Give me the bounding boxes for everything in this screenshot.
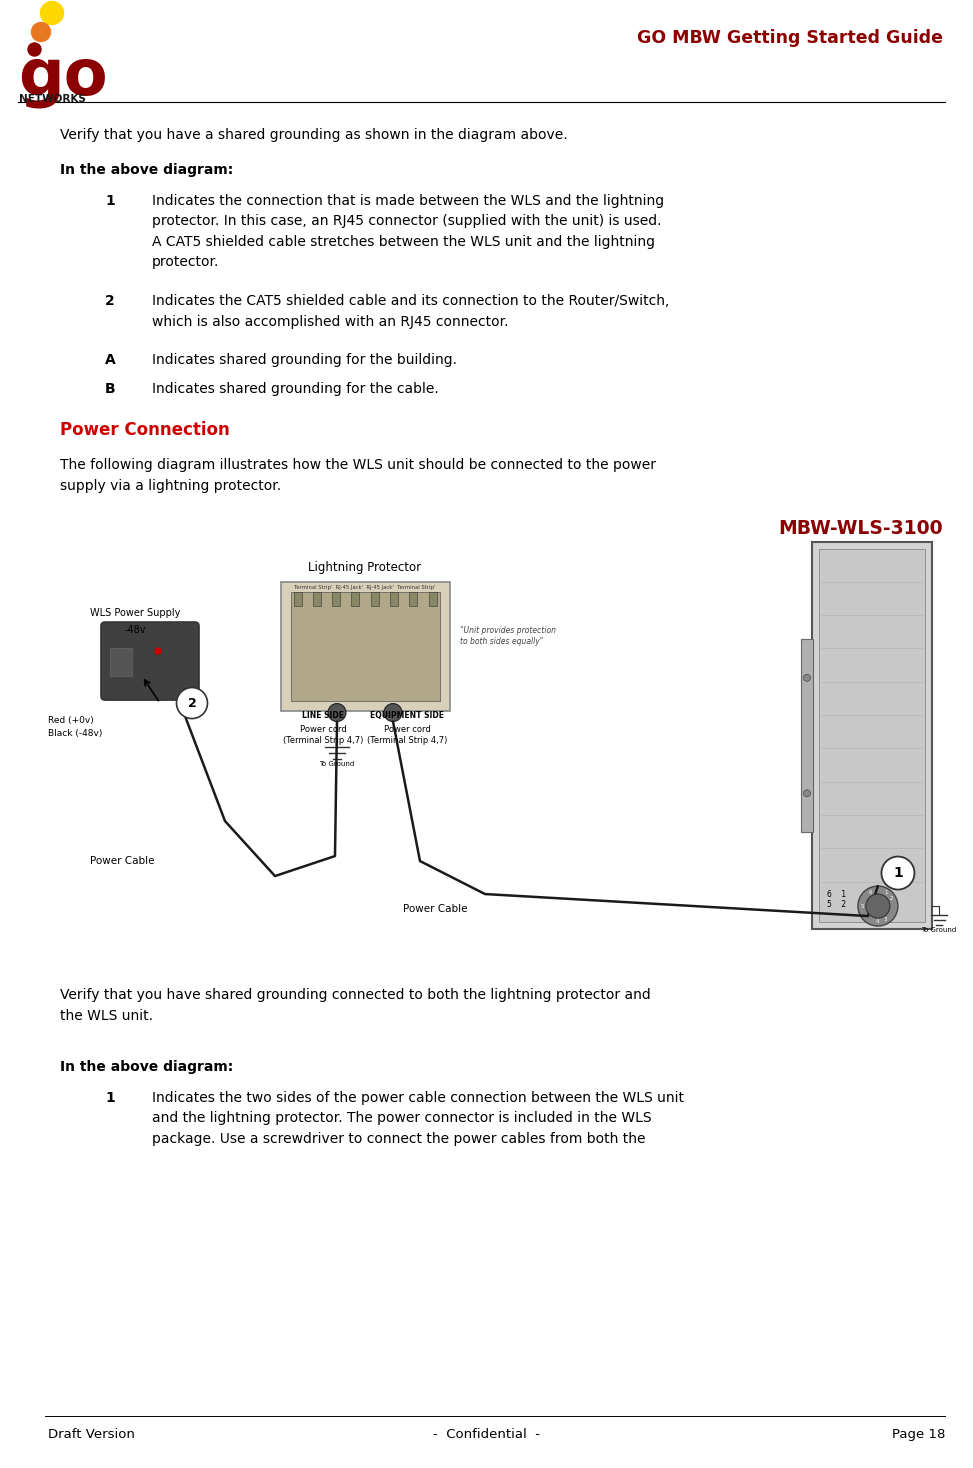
Circle shape	[41, 1, 63, 25]
Circle shape	[866, 894, 890, 918]
Text: protector. In this case, an RJ45 connector (supplied with the unit) is used.: protector. In this case, an RJ45 connect…	[152, 214, 662, 228]
Text: 1: 1	[105, 1091, 115, 1104]
Text: Indicates shared grounding for the building.: Indicates shared grounding for the build…	[152, 354, 457, 367]
Text: 1: 1	[893, 866, 903, 879]
Text: which is also accomplished with an RJ45 connector.: which is also accomplished with an RJ45 …	[152, 314, 509, 329]
Circle shape	[882, 856, 915, 890]
Text: 3: 3	[883, 918, 887, 922]
Text: 2: 2	[188, 696, 197, 709]
Text: Lightning Protector: Lightning Protector	[308, 561, 421, 574]
FancyBboxPatch shape	[110, 647, 132, 677]
Text: 5: 5	[861, 903, 864, 909]
Text: The following diagram illustrates how the WLS unit should be connected to the po: The following diagram illustrates how th…	[60, 458, 656, 473]
Text: LINE SIDE: LINE SIDE	[302, 711, 344, 719]
Text: 2: 2	[105, 294, 115, 308]
Text: supply via a lightning protector.: supply via a lightning protector.	[60, 479, 281, 493]
Text: Power Cable: Power Cable	[90, 856, 155, 866]
FancyBboxPatch shape	[390, 592, 398, 605]
Text: A: A	[105, 354, 116, 367]
Circle shape	[804, 674, 811, 681]
FancyBboxPatch shape	[280, 581, 450, 711]
Text: Indicates the connection that is made between the WLS and the lightning: Indicates the connection that is made be…	[152, 194, 665, 207]
Text: Indicates the two sides of the power cable connection between the WLS unit: Indicates the two sides of the power cab…	[152, 1091, 684, 1104]
Circle shape	[858, 887, 898, 926]
Text: 5    2: 5 2	[827, 900, 847, 909]
Text: In the above diagram:: In the above diagram:	[60, 163, 234, 176]
FancyBboxPatch shape	[291, 592, 440, 700]
Text: Verify that you have a shared grounding as shown in the diagram above.: Verify that you have a shared grounding …	[60, 128, 567, 142]
Text: To Ground: To Ground	[921, 928, 956, 934]
FancyBboxPatch shape	[801, 639, 813, 832]
Circle shape	[384, 703, 402, 722]
Text: Verify that you have shared grounding connected to both the lightning protector : Verify that you have shared grounding co…	[60, 988, 651, 1003]
Text: 6    1: 6 1	[827, 890, 847, 898]
Circle shape	[804, 790, 811, 797]
Text: WLS Power Supply: WLS Power Supply	[90, 608, 180, 618]
FancyBboxPatch shape	[410, 592, 417, 605]
Text: NETWORKS: NETWORKS	[19, 94, 86, 104]
Text: GO MBW Getting Started Guide: GO MBW Getting Started Guide	[637, 29, 943, 47]
FancyBboxPatch shape	[371, 592, 378, 605]
Text: Indicates the CAT5 shielded cable and its connection to the Router/Switch,: Indicates the CAT5 shielded cable and it…	[152, 294, 669, 308]
Text: and the lightning protector. The power connector is included in the WLS: and the lightning protector. The power c…	[152, 1111, 652, 1124]
Circle shape	[328, 703, 346, 722]
FancyBboxPatch shape	[819, 549, 925, 922]
Text: 4: 4	[876, 919, 880, 923]
Text: protector.: protector.	[152, 255, 219, 269]
Text: Power Cable: Power Cable	[403, 904, 467, 915]
Text: Draft Version: Draft Version	[48, 1428, 135, 1442]
Circle shape	[176, 687, 207, 718]
Text: -  Confidential  -: - Confidential -	[433, 1428, 540, 1442]
Text: the WLS unit.: the WLS unit.	[60, 1009, 153, 1023]
FancyBboxPatch shape	[428, 592, 437, 605]
Text: Terminal Strip'  RJ-45 Jack'  RJ-45 Jack'  Terminal Strip': Terminal Strip' RJ-45 Jack' RJ-45 Jack' …	[295, 584, 436, 590]
FancyBboxPatch shape	[812, 542, 932, 929]
Text: Page 18: Page 18	[891, 1428, 945, 1442]
Text: Power cord
(Terminal Strip 4,7): Power cord (Terminal Strip 4,7)	[283, 725, 363, 744]
Text: Power Connection: Power Connection	[60, 421, 230, 439]
Text: 6: 6	[868, 890, 872, 895]
Circle shape	[155, 647, 161, 655]
FancyBboxPatch shape	[351, 592, 359, 605]
Text: go: go	[18, 46, 108, 109]
Circle shape	[28, 43, 41, 56]
Text: In the above diagram:: In the above diagram:	[60, 1060, 234, 1073]
Text: B: B	[105, 382, 116, 396]
FancyBboxPatch shape	[101, 622, 199, 700]
FancyBboxPatch shape	[312, 592, 321, 605]
Text: To Ground: To Ground	[319, 760, 354, 766]
Text: A CAT5 shielded cable stretches between the WLS unit and the lightning: A CAT5 shielded cable stretches between …	[152, 235, 655, 248]
FancyBboxPatch shape	[45, 511, 951, 966]
Text: 2: 2	[889, 895, 893, 901]
FancyBboxPatch shape	[332, 592, 341, 605]
Text: Power cord
(Terminal Strip 4,7): Power cord (Terminal Strip 4,7)	[367, 725, 448, 744]
Circle shape	[31, 22, 51, 41]
Text: 1: 1	[883, 890, 887, 895]
Text: "Unit provides protection
to both sides equally": "Unit provides protection to both sides …	[459, 625, 556, 646]
Text: 1: 1	[105, 194, 115, 207]
Text: MBW-WLS-3100: MBW-WLS-3100	[778, 520, 943, 539]
Text: Indicates shared grounding for the cable.: Indicates shared grounding for the cable…	[152, 382, 439, 396]
Text: EQUIPMENT SIDE: EQUIPMENT SIDE	[370, 711, 444, 719]
Text: -48v: -48v	[125, 625, 146, 636]
FancyBboxPatch shape	[294, 592, 302, 605]
Text: Red (+0v)
Black (-48v): Red (+0v) Black (-48v)	[48, 716, 102, 737]
Text: package. Use a screwdriver to connect the power cables from both the: package. Use a screwdriver to connect th…	[152, 1132, 645, 1145]
